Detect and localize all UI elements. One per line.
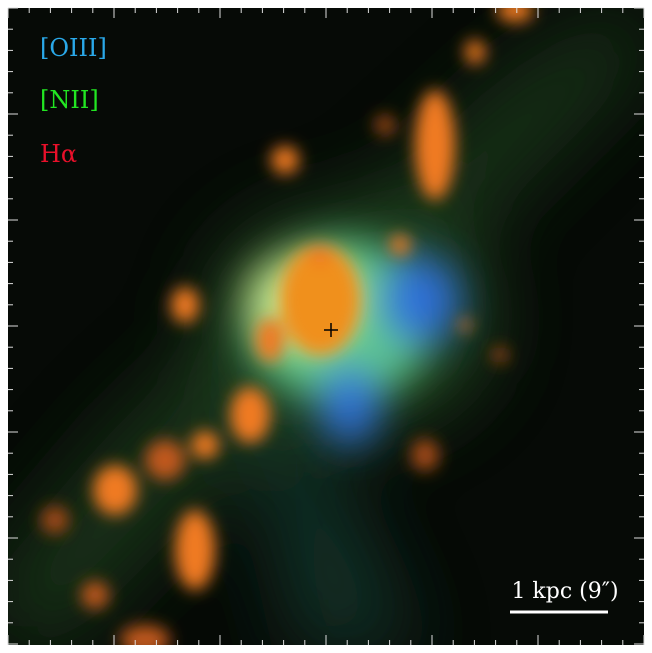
- legend-label: [NII]: [40, 86, 99, 114]
- legend-label: [OIII]: [40, 34, 107, 62]
- scale-bar-label: 1 kpc (9″): [511, 579, 618, 604]
- center-cross: [324, 323, 338, 337]
- tick-marks: [7, 7, 645, 645]
- legend-label: Hα: [40, 140, 77, 168]
